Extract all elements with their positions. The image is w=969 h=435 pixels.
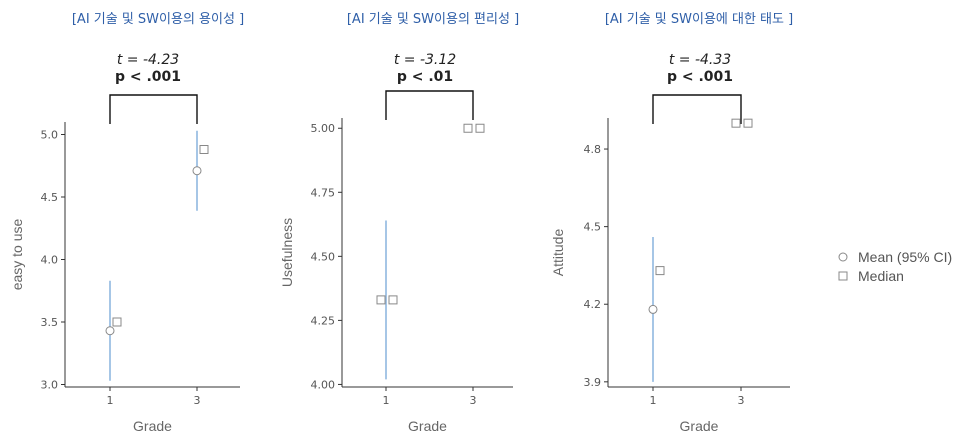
legend-median-label: Median [858, 268, 904, 284]
y-axis-label: Usefulness [279, 218, 295, 287]
legend-mean-label: Mean (95% CI) [858, 249, 952, 265]
median-marker [112, 317, 122, 327]
median-marker [743, 118, 753, 128]
y-tick-label: 5.0 [41, 129, 59, 142]
y-axis-label: easy to use [9, 218, 25, 290]
y-tick-label: 4.00 [311, 378, 336, 391]
legend: Mean (95% CI) Median [838, 249, 952, 284]
chart-title: [AI 기술 및 SW이용에 대한 태도 ] [605, 12, 793, 27]
mean-marker [105, 326, 115, 336]
stat-p-value: p < .01 [397, 69, 453, 85]
x-axis-label: Grade [133, 418, 172, 434]
significance-bracket [652, 94, 742, 124]
y-tick-label: 4.8 [584, 143, 602, 156]
y-tick-label: 3.5 [41, 316, 59, 329]
legend-mean-marker [838, 252, 848, 262]
median-marker [199, 145, 209, 154]
y-tick-label: 4.2 [584, 298, 602, 311]
chart-title: [AI 기술 및 SW이용의 편리성 ] [347, 12, 519, 27]
y-tick-label: 4.0 [41, 254, 59, 267]
y-tick-label: 5.00 [311, 122, 336, 135]
mean-marker [376, 295, 386, 305]
median-marker [388, 295, 398, 305]
y-tick-label: 4.25 [311, 314, 336, 327]
significance-bracket [385, 90, 474, 120]
y-tick-label: 3.0 [41, 379, 59, 392]
y-tick-label: 3.9 [584, 376, 602, 389]
stat-t-value: t = -3.12 [394, 52, 456, 68]
mean-marker [192, 166, 202, 176]
stat-p-value: p < .001 [667, 69, 733, 85]
stat-t-value: t = -4.23 [117, 52, 179, 68]
median-marker [655, 266, 665, 276]
chart-panel-3: [AI 기술 및 SW이용에 대한 태도 ] t = -4.33p < .001 3… [550, 12, 793, 434]
chart-panel-2: [AI 기술 및 SW이용의 편리성 ] t = -3.12p < .01 4.00… [279, 12, 519, 434]
median-marker [475, 123, 485, 133]
y-tick-label: 4.5 [41, 191, 59, 204]
chart-title: [AI 기술 및 SW이용의 용이성 ] [72, 12, 244, 27]
mean-marker [463, 123, 473, 133]
x-axis-label: Grade [680, 418, 719, 434]
x-axis-label: Grade [408, 418, 447, 434]
x-tick-label: 3 [194, 394, 201, 407]
x-tick-label: 1 [383, 394, 390, 407]
chart-panel-1: [AI 기술 및 SW이용의 용이성 ] t = -4.23p < .001 3.0… [9, 12, 244, 434]
x-tick-label: 3 [738, 394, 745, 407]
stat-p-value: p < .001 [115, 69, 181, 85]
y-tick-label: 4.75 [311, 186, 336, 199]
significance-bracket [109, 94, 198, 124]
x-tick-label: 1 [107, 394, 114, 407]
y-tick-label: 4.50 [311, 250, 336, 263]
stat-t-value: t = -4.33 [669, 52, 731, 68]
mean-marker [731, 118, 741, 128]
legend-median-marker [838, 271, 848, 281]
x-tick-label: 1 [650, 394, 657, 407]
y-axis-label: Attitude [550, 229, 566, 277]
x-tick-label: 3 [470, 394, 477, 407]
y-tick-label: 4.5 [584, 221, 602, 234]
mean-marker [648, 304, 658, 314]
